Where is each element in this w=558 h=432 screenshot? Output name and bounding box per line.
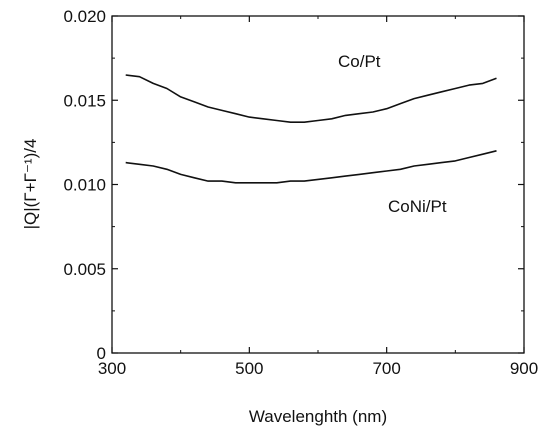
- y-tick-label: 0.010: [63, 176, 106, 195]
- x-axis-title: Wavelenghth (nm): [249, 407, 387, 426]
- y-axis: 0 0.005 0.010 0.015 0.020: [63, 7, 524, 363]
- series-line-co-pt: [125, 74, 497, 123]
- y-tick-label: 0.015: [63, 91, 106, 110]
- series-label-co-pt: Co/Pt: [338, 52, 381, 71]
- plot-area: [125, 74, 497, 184]
- series-line-coni-pt: [125, 150, 497, 184]
- x-tick-label: 300: [98, 359, 126, 378]
- plot-frame: [111, 15, 525, 354]
- x-axis: 300 500 700 900: [98, 16, 538, 378]
- x-tick-label: 700: [372, 359, 400, 378]
- y-tick-label: 0.020: [63, 7, 106, 26]
- series-label-coni-pt: CoNi/Pt: [388, 197, 447, 216]
- x-tick-label: 500: [235, 359, 263, 378]
- y-tick-label: 0.005: [63, 260, 106, 279]
- y-axis-title: |Q|(Γ+Γ⁻¹)/4: [21, 139, 40, 230]
- x-tick-label: 900: [510, 359, 538, 378]
- y-tick-label: 0: [97, 344, 106, 363]
